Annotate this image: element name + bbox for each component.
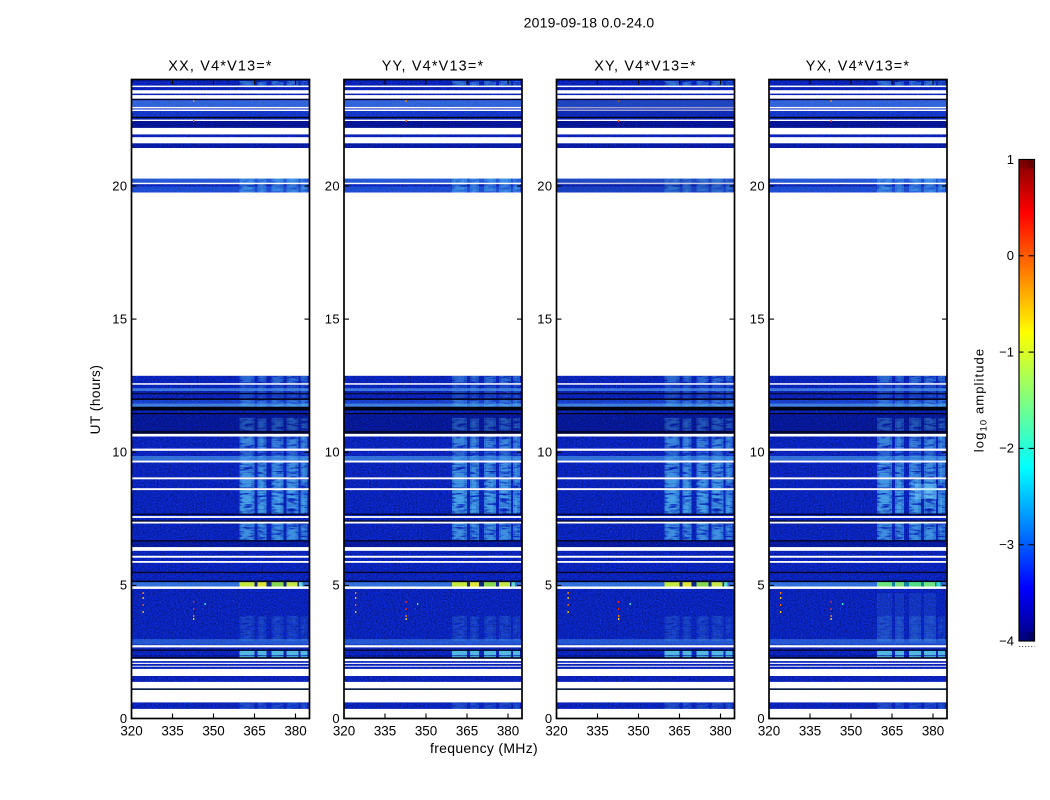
svg-text:UT (hours): UT (hours) — [88, 365, 103, 435]
svg-text:320: 320 — [333, 724, 355, 739]
svg-text:5: 5 — [120, 578, 128, 593]
svg-text:365: 365 — [881, 724, 903, 739]
svg-text:0: 0 — [1007, 248, 1014, 263]
svg-text:XY, V4*V13=*: XY, V4*V13=* — [594, 59, 697, 75]
svg-text:380: 380 — [497, 724, 519, 739]
svg-text:YY, V4*V13=*: YY, V4*V13=* — [382, 59, 485, 75]
svg-text:15: 15 — [537, 311, 552, 326]
svg-text:320: 320 — [545, 724, 567, 739]
svg-text:320: 320 — [758, 724, 780, 739]
svg-text:15: 15 — [112, 311, 127, 326]
svg-text:2019-09-18 0.0-24.0: 2019-09-18 0.0-24.0 — [524, 15, 655, 31]
svg-text:XX, V4*V13=*: XX, V4*V13=* — [168, 59, 272, 75]
svg-text:350: 350 — [627, 724, 649, 739]
svg-text:10: 10 — [325, 445, 340, 460]
svg-text:0: 0 — [120, 711, 128, 726]
svg-text:0: 0 — [545, 711, 553, 726]
svg-text:335: 335 — [374, 724, 396, 739]
svg-text:10: 10 — [112, 445, 127, 460]
svg-text:380: 380 — [922, 724, 944, 739]
svg-text:−2: −2 — [999, 441, 1014, 456]
svg-text:380: 380 — [709, 724, 731, 739]
svg-text:365: 365 — [668, 724, 690, 739]
svg-text:320: 320 — [120, 724, 142, 739]
svg-text:350: 350 — [415, 724, 437, 739]
svg-text:350: 350 — [202, 724, 224, 739]
svg-text:20: 20 — [325, 178, 340, 193]
svg-text:0: 0 — [332, 711, 340, 726]
svg-text:380: 380 — [284, 724, 306, 739]
svg-text:10: 10 — [537, 445, 552, 460]
svg-text:350: 350 — [840, 724, 862, 739]
svg-text:1: 1 — [1007, 152, 1014, 167]
svg-text:15: 15 — [325, 311, 340, 326]
svg-text:−4: −4 — [999, 633, 1014, 648]
svg-text:20: 20 — [112, 178, 127, 193]
svg-text:10: 10 — [750, 445, 765, 460]
svg-text:5: 5 — [332, 578, 340, 593]
svg-text:15: 15 — [750, 311, 765, 326]
svg-text:frequency (MHz): frequency (MHz) — [430, 740, 538, 756]
svg-text:20: 20 — [537, 178, 552, 193]
svg-text:335: 335 — [799, 724, 821, 739]
svg-text:−1: −1 — [999, 344, 1014, 359]
svg-text:YX, V4*V13=*: YX, V4*V13=* — [806, 59, 910, 75]
svg-text:335: 335 — [161, 724, 183, 739]
svg-text:20: 20 — [750, 178, 765, 193]
svg-text:0: 0 — [757, 711, 765, 726]
svg-text:−3: −3 — [999, 537, 1014, 552]
svg-text:5: 5 — [545, 578, 553, 593]
svg-text:log10 amplitude: log10 amplitude — [972, 348, 990, 452]
svg-text:5: 5 — [757, 578, 765, 593]
svg-text:335: 335 — [586, 724, 608, 739]
svg-text:365: 365 — [243, 724, 265, 739]
svg-text:365: 365 — [456, 724, 478, 739]
